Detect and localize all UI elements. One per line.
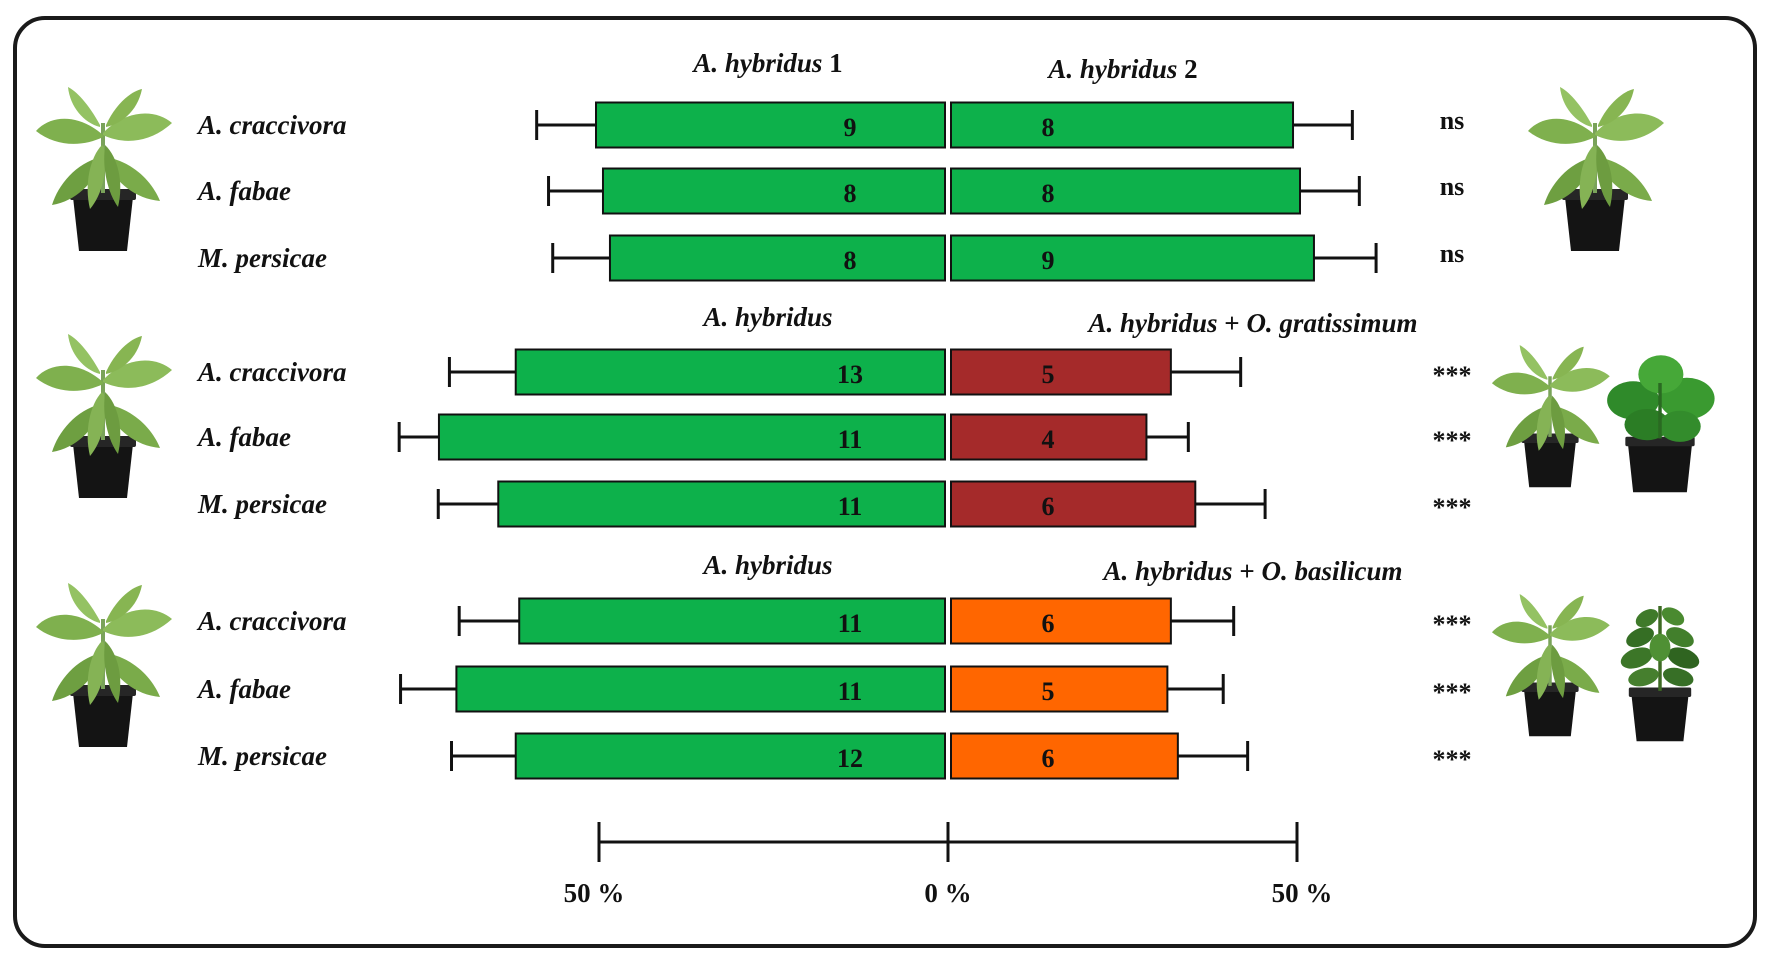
significance-label: *** [1433,745,1472,774]
x-axis-label-center: 0 % [924,878,971,908]
significance-label: *** [1433,493,1472,522]
right-bar-value: 6 [1042,609,1055,638]
panel-3-left-label: A. hybridus [701,550,832,580]
left-bar-value: 11 [838,677,863,706]
species-label: A. fabae [196,422,291,452]
species-label: A. craccivora [196,606,346,636]
panel-2-right-label-rest: + [1218,308,1247,338]
bar-row: A. craccivora 13 5 *** [196,348,1472,396]
panel-2-right-label-italic: A. hybridus [1087,308,1218,338]
right-bar-value: 8 [1042,179,1055,208]
panel-2-left-label-italic: A. hybridus [701,302,832,332]
right-bar [950,101,1295,149]
left-bar-value: 11 [838,609,863,638]
significance-label: ns [1440,239,1465,268]
left-bar-value: 13 [837,360,863,389]
bar-row: A. fabae 11 5 *** [196,665,1472,713]
panel-3-right-label-italic2: O. basilicum [1261,556,1402,586]
right-bar [950,597,1172,645]
left-bar-value: 9 [844,113,857,142]
panel-3-left-label-italic: A. hybridus [701,550,832,580]
panel-1-left-label: A. hybridus 1 [691,48,842,78]
right-bar [950,665,1169,713]
bar-row: A. fabae 8 8 ns [196,167,1465,215]
panel-1-right-label-italic: A. hybridus [1046,54,1177,84]
significance-label: *** [1433,610,1472,639]
right-bar [950,167,1301,215]
panel-1-left-label-rest: 1 [822,48,842,78]
left-bar [514,732,946,780]
right-bar-value: 6 [1042,744,1055,773]
panel-3-right-label-rest: + [1233,556,1262,586]
left-bar-value: 11 [838,425,863,454]
right-bar [950,234,1315,282]
species-label: A. fabae [196,176,291,206]
species-label: A. craccivora [196,110,346,140]
left-bar [437,413,946,461]
panel-3-right-label-italic: A. hybridus [1102,556,1233,586]
left-bar [514,348,946,396]
right-bar-value: 9 [1042,246,1055,275]
species-label: A. fabae [196,674,291,704]
right-bar-value: 8 [1042,113,1055,142]
right-bar-value: 5 [1042,677,1055,706]
bar-row: M. persicae 11 6 *** [197,480,1472,528]
species-label: M. persicae [197,741,327,771]
panel-3: A. hybridus A. hybridus + O. basilicumA. … [34,550,1705,780]
left-bar-value: 8 [844,179,857,208]
right-bar [950,480,1197,528]
chart-panels: A. hybridus 1 A. hybridus 2A. craccivora 9… [34,48,1717,780]
right-bar-value: 6 [1042,492,1055,521]
right-bar-value: 4 [1042,425,1055,454]
bar-row: A. fabae 11 4 *** [196,413,1472,461]
panel-2-right-label-italic2: O. gratissimum [1246,308,1417,338]
bar-row: M. persicae 12 6 *** [197,732,1472,780]
left-bar-value: 12 [837,744,863,773]
left-bar [608,234,947,282]
panel-1-right-label-rest: 2 [1177,54,1197,84]
panel-2: A. hybridus A. hybridus + O. gratissimumA… [34,302,1717,528]
bar-row: A. craccivora 11 6 *** [196,597,1472,645]
right-bar [950,732,1179,780]
left-bar-value: 8 [844,246,857,275]
species-label: M. persicae [197,243,327,273]
left-bar [518,597,946,645]
significance-label: *** [1433,678,1472,707]
left-bar [455,665,946,713]
species-label: M. persicae [197,489,327,519]
bar-row: M. persicae 8 9 ns [197,234,1465,282]
significance-label: *** [1433,361,1472,390]
x-axis-label-right: 50 % [1272,878,1333,908]
x-axis: 50 % 0 % 50 % [564,822,1333,908]
panel-1: A. hybridus 1 A. hybridus 2A. craccivora 9… [34,48,1666,282]
significance-label: *** [1433,426,1472,455]
left-bar [595,101,946,149]
left-bar [601,167,946,215]
bar-row: A. craccivora 9 8 ns [196,101,1465,149]
significance-label: ns [1440,106,1465,135]
left-bar-value: 11 [838,492,863,521]
panel-1-right-label: A. hybridus 2 [1046,54,1197,84]
right-bar [950,348,1172,396]
panel-1-left-label-italic: A. hybridus [691,48,822,78]
panel-3-right-label: A. hybridus + O. basilicum [1102,556,1403,586]
panel-2-left-label: A. hybridus [701,302,832,332]
left-bar [497,480,946,528]
x-axis-label-left: 50 % [564,878,625,908]
right-bar [950,413,1148,461]
panel-2-right-label: A. hybridus + O. gratissimum [1087,308,1418,338]
right-bar-value: 5 [1042,360,1055,389]
species-label: A. craccivora [196,357,346,387]
significance-label: ns [1440,172,1465,201]
